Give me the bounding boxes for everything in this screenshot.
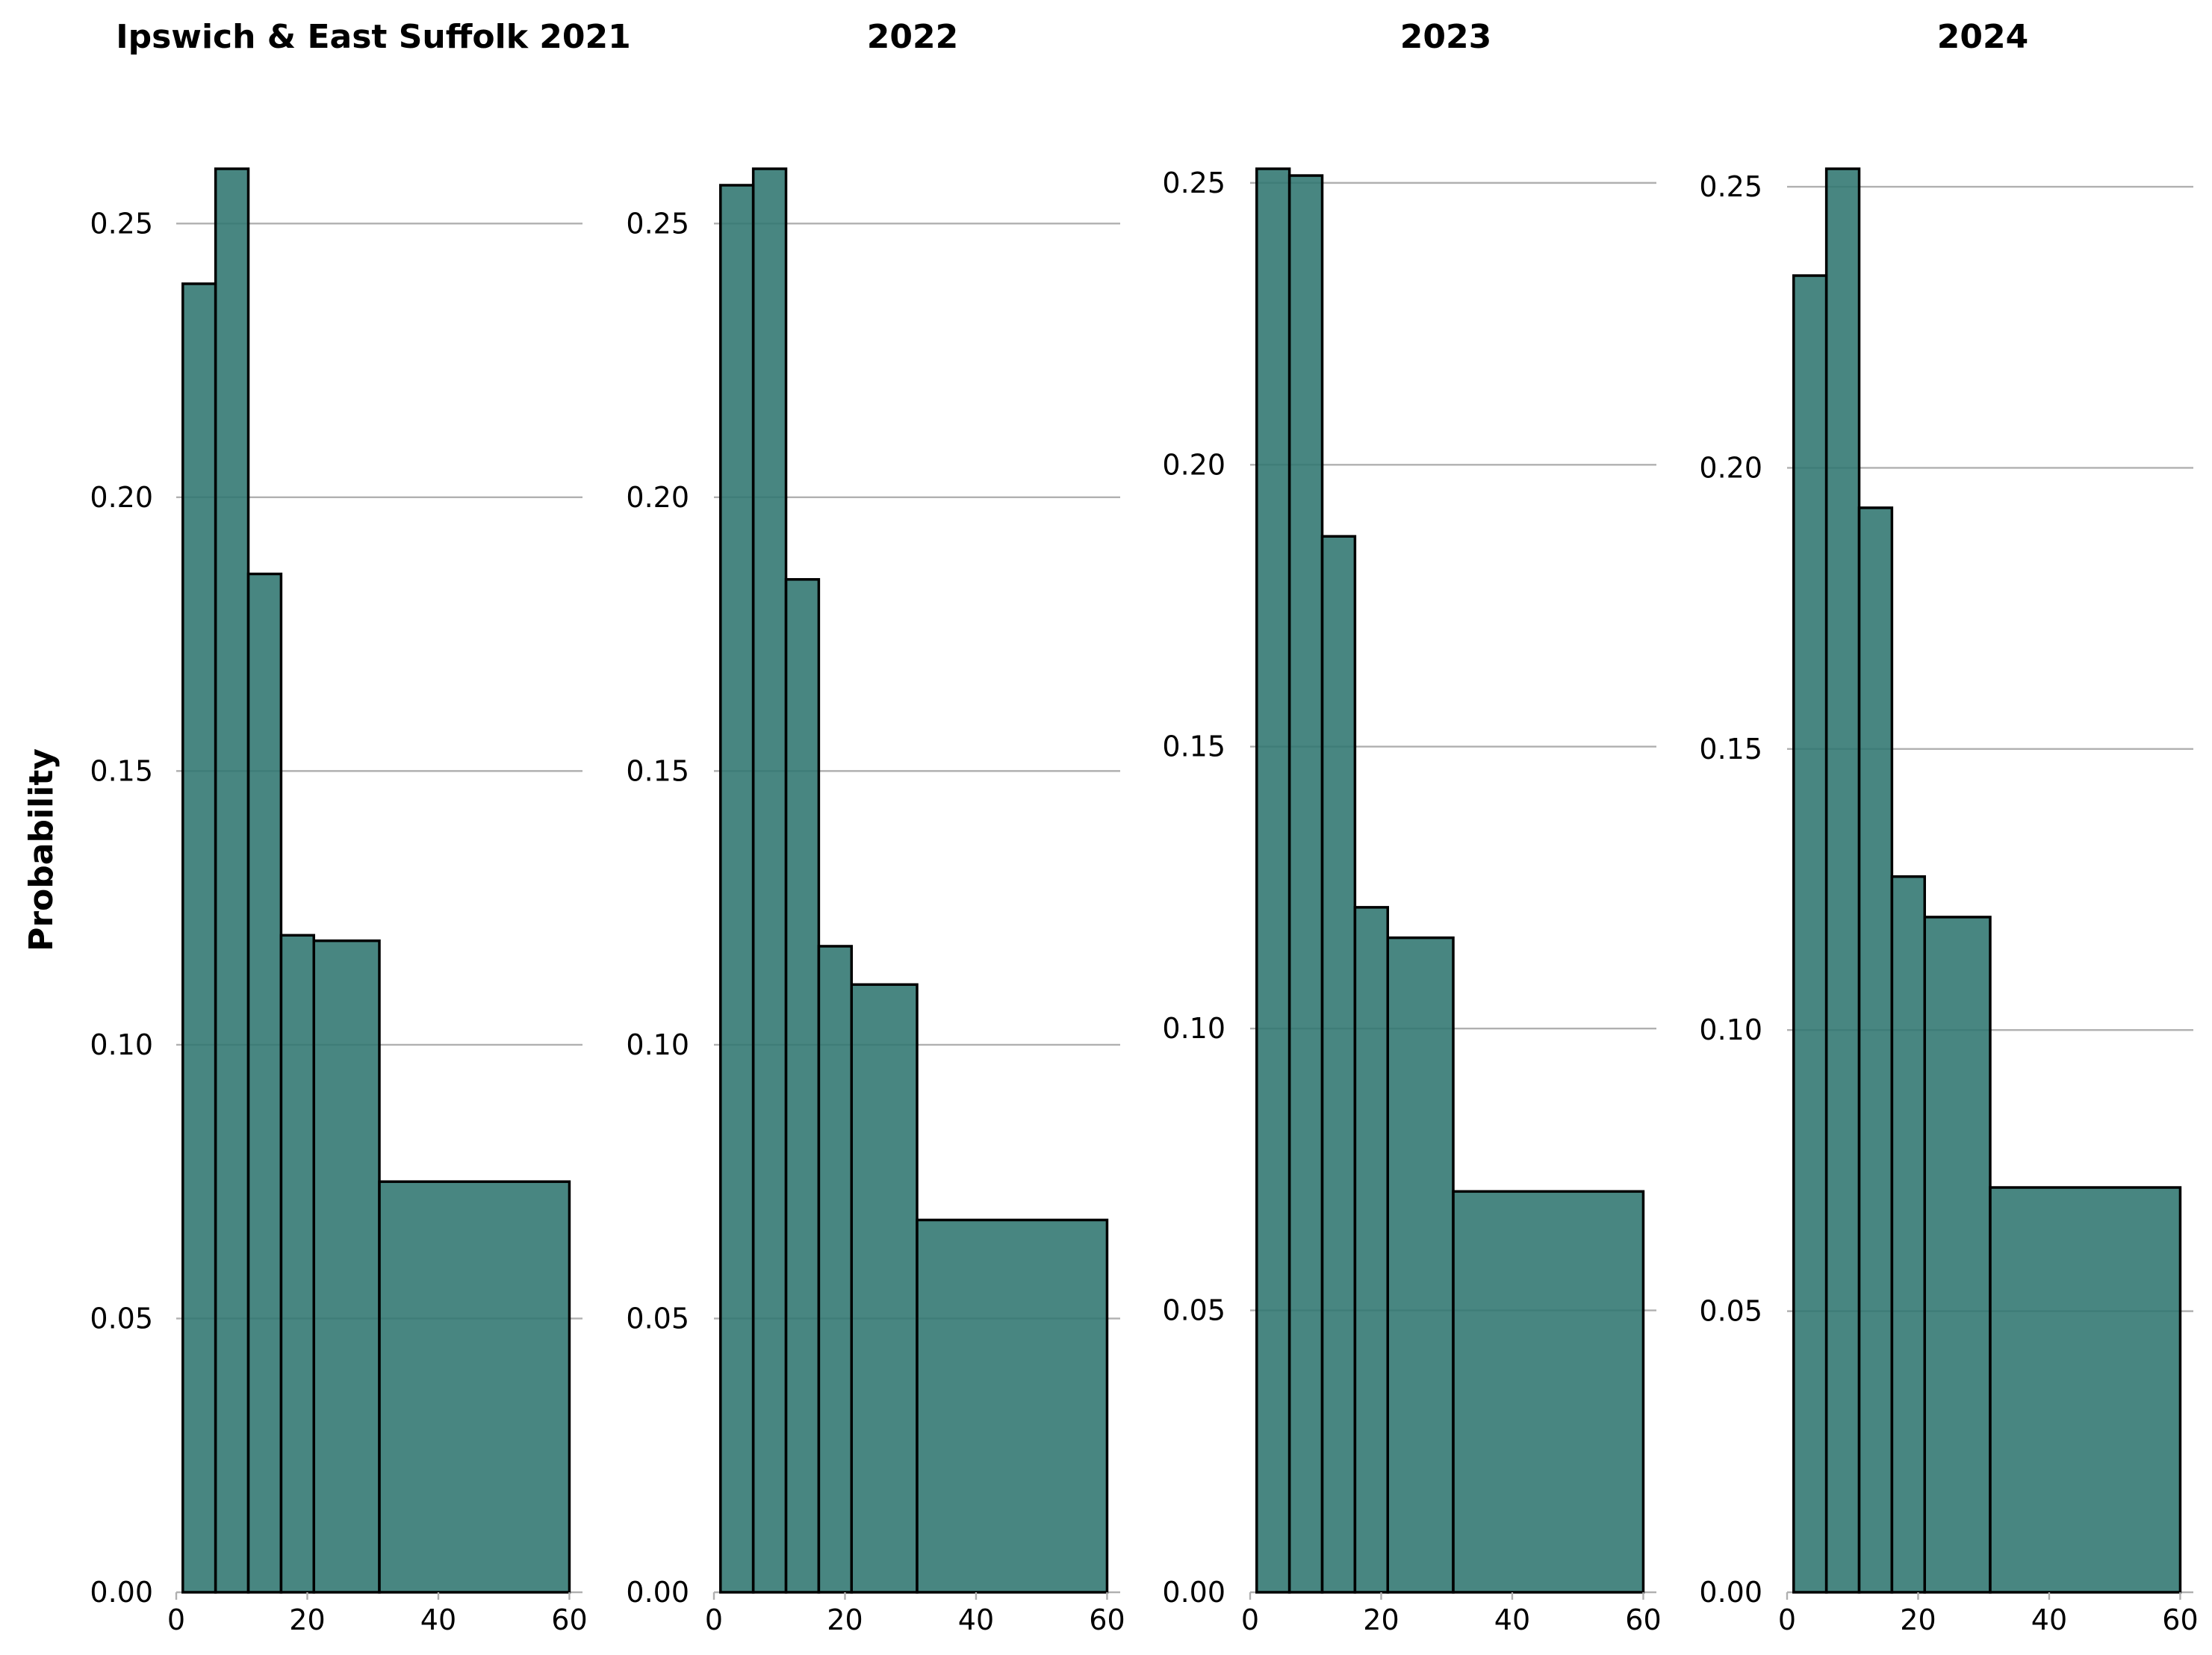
histogram-bar <box>751 167 788 1594</box>
histogram-bar <box>784 578 821 1594</box>
histogram-bar <box>1255 167 1291 1594</box>
histogram-bar <box>1386 936 1455 1594</box>
x-tick-label: 20 <box>827 1603 863 1636</box>
x-tick-label: 40 <box>958 1603 994 1636</box>
x-tick-label: 40 <box>2031 1603 2067 1636</box>
y-tick-label: 0.20 <box>626 481 689 514</box>
y-tick-label: 0.25 <box>90 207 153 240</box>
panel-title: 2022 <box>867 18 958 56</box>
histogram-panel: 0.00 0.05 0.10 0.15 0.20 0.25 0 20 40 60 Ipswich &… <box>90 18 630 1636</box>
histogram-bar <box>181 282 217 1594</box>
y-tick-label: 0.00 <box>1162 1576 1225 1609</box>
y-tick-label: 0.05 <box>1162 1294 1225 1327</box>
histogram-bar <box>378 1180 571 1594</box>
panel-title: 2024 <box>1937 18 2028 56</box>
y-tick-label: 0.20 <box>90 481 153 514</box>
histogram-bar <box>1353 906 1390 1594</box>
y-tick-label: 0.20 <box>1162 448 1225 481</box>
y-tick-label: 0.05 <box>1699 1295 1762 1328</box>
histogram-bar <box>312 939 381 1594</box>
y-tick-label: 0.25 <box>1699 170 1762 203</box>
y-axis-title: Probability <box>22 748 60 951</box>
histogram-bar <box>1452 1190 1645 1594</box>
x-tick-label: 20 <box>1363 1603 1399 1636</box>
y-tick-label: 0.15 <box>1699 733 1762 766</box>
histogram-bar <box>1923 916 1992 1594</box>
y-tick-label: 0.05 <box>626 1302 689 1335</box>
x-tick-label: 60 <box>2162 1603 2198 1636</box>
histogram-bar <box>1792 274 1828 1594</box>
y-tick-label: 0.25 <box>626 207 689 240</box>
x-tick-label: 0 <box>705 1603 723 1636</box>
histogram-bar <box>1824 167 1861 1594</box>
histogram-panel: 0.00 0.05 0.10 0.15 0.20 0.25 0 20 40 60 2024 <box>1699 18 2198 1636</box>
y-tick-label: 0.00 <box>626 1576 689 1609</box>
y-tick-label: 0.00 <box>1699 1576 1762 1609</box>
x-tick-label: 0 <box>1241 1603 1259 1636</box>
histogram-bar <box>1287 174 1324 1594</box>
y-tick-label: 0.10 <box>1162 1012 1225 1045</box>
y-tick-label: 0.20 <box>1699 451 1762 484</box>
histogram-bar <box>916 1218 1109 1594</box>
y-tick-label: 0.10 <box>626 1028 689 1061</box>
y-tick-label: 0.15 <box>1162 730 1225 763</box>
x-tick-label: 60 <box>551 1603 587 1636</box>
y-tick-label: 0.15 <box>90 754 153 787</box>
histogram-bar <box>1320 535 1357 1594</box>
histogram-bar <box>1857 506 1894 1594</box>
x-tick-label: 60 <box>1625 1603 1661 1636</box>
y-tick-label: 0.05 <box>90 1302 153 1335</box>
x-tick-label: 0 <box>167 1603 185 1636</box>
panel-title: Ipswich & East Suffolk 2021 <box>116 18 631 56</box>
y-tick-label: 0.10 <box>1699 1013 1762 1046</box>
histogram-bar <box>214 167 250 1594</box>
y-tick-label: 0.10 <box>90 1028 153 1061</box>
histogram-panel: 0.00 0.05 0.10 0.15 0.20 0.25 0 20 40 60 2023 <box>1162 18 1661 1636</box>
x-tick-label: 40 <box>420 1603 456 1636</box>
histogram-bar <box>850 983 919 1594</box>
y-tick-label: 0.00 <box>90 1576 153 1609</box>
histogram-panel: 0.00 0.05 0.10 0.15 0.20 0.25 0 20 40 60 2022 <box>626 18 1125 1636</box>
x-tick-label: 20 <box>289 1603 325 1636</box>
histogram-bar <box>246 572 283 1594</box>
panel-title: 2023 <box>1400 18 1491 56</box>
x-tick-label: 0 <box>1778 1603 1796 1636</box>
histogram-bar <box>279 934 316 1594</box>
histogram-bar <box>719 184 755 1594</box>
x-tick-label: 20 <box>1900 1603 1936 1636</box>
x-tick-label: 40 <box>1494 1603 1530 1636</box>
y-tick-label: 0.25 <box>1162 167 1225 199</box>
histogram-bar <box>817 945 854 1594</box>
y-tick-label: 0.15 <box>626 754 689 787</box>
histogram-bar <box>1989 1186 2182 1594</box>
x-tick-label: 60 <box>1089 1603 1125 1636</box>
histogram-bar <box>1890 875 1927 1594</box>
